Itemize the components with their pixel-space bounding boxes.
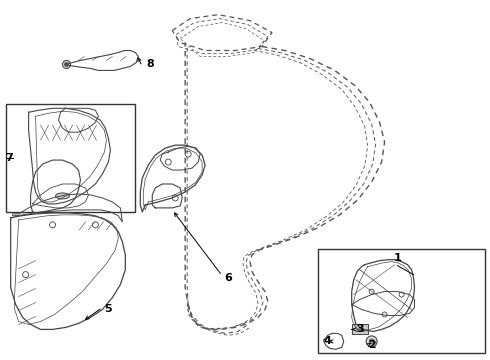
- Circle shape: [369, 339, 374, 344]
- Text: 8: 8: [147, 59, 154, 69]
- Text: 2: 2: [368, 340, 375, 350]
- Text: 1: 1: [393, 253, 401, 263]
- Text: 6: 6: [224, 273, 232, 283]
- Text: 3: 3: [356, 324, 364, 334]
- Text: 4: 4: [324, 336, 332, 346]
- Bar: [318, 249, 485, 353]
- Bar: [6, 104, 135, 212]
- Text: 5: 5: [104, 305, 112, 315]
- Ellipse shape: [55, 193, 70, 199]
- Circle shape: [65, 62, 69, 67]
- Text: 7: 7: [6, 153, 13, 163]
- Bar: [352, 324, 368, 334]
- Circle shape: [366, 336, 377, 347]
